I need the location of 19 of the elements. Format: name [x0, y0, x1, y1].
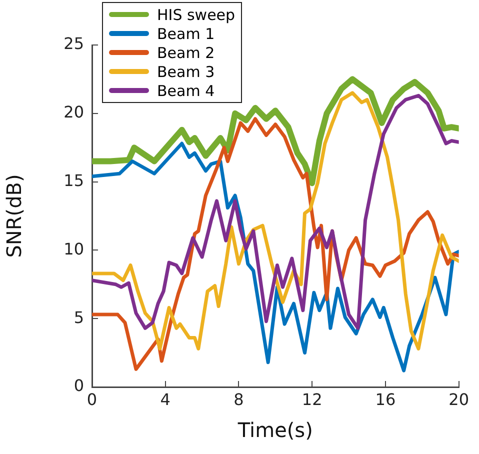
- x-tick-label: 8: [234, 390, 244, 409]
- legend-label: HIS sweep: [157, 6, 236, 24]
- x-tick-label: 16: [375, 390, 396, 409]
- y-axis-title: SNR(dB): [2, 174, 26, 258]
- x-tick-label: 12: [302, 390, 322, 409]
- legend-label: Beam 4: [157, 82, 215, 100]
- x-tick-label: 20: [448, 390, 469, 409]
- y-tick-label: 10: [64, 239, 84, 258]
- x-tick-label: 0: [86, 390, 98, 409]
- y-tick-label: 5: [74, 308, 84, 327]
- legend-label: Beam 3: [157, 62, 215, 80]
- x-tick-label: 4: [160, 390, 170, 409]
- x-axis-title: Time(s): [236, 418, 313, 442]
- y-tick-label: 0: [74, 376, 84, 396]
- legend-label: Beam 1: [157, 24, 215, 42]
- y-tick-label: 25: [64, 34, 84, 54]
- legend-label: Beam 2: [157, 44, 215, 62]
- y-tick-label: 20: [64, 102, 84, 122]
- y-tick-label: 15: [64, 170, 84, 190]
